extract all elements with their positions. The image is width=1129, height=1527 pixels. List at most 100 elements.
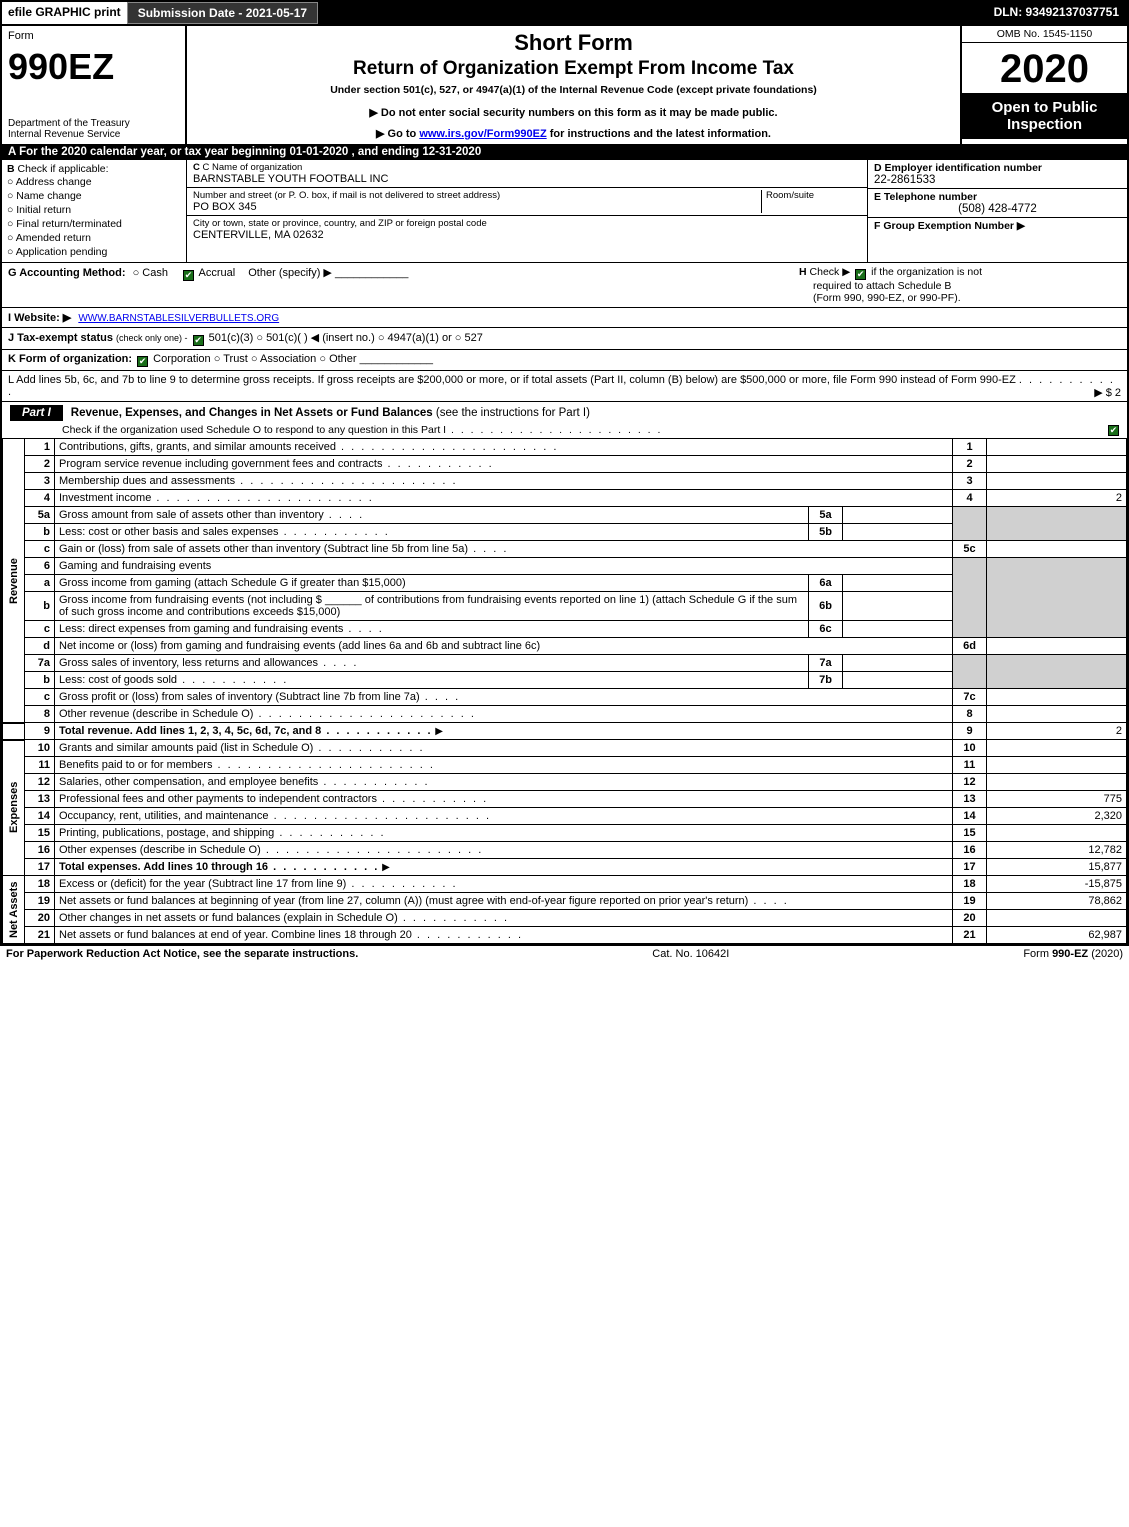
ln-11-desc: Benefits paid to or for members [59,759,435,771]
ln-14-desc: Occupancy, rent, utilities, and maintena… [59,810,491,822]
top-bar-spacer [318,2,985,24]
box-b: B Check if applicable: Address change Na… [2,160,187,262]
form-header: Form 990EZ Department of the Treasury In… [2,24,1127,144]
ln-8-no: 8 [25,706,55,723]
ln-18-no: 18 [25,876,55,893]
arrow-icon [433,725,443,737]
ln-12-no: 12 [25,774,55,791]
ln-5c-desc: Gain or (loss) from sale of assets other… [59,543,508,555]
accrual-checkbox[interactable] [183,270,194,281]
dln: DLN: 93492137037751 [986,2,1127,24]
shade-6-val [987,558,1127,638]
form-990ez: efile GRAPHIC print Submission Date - 20… [0,0,1129,946]
ln-2-lab: 2 [953,456,987,473]
ssn-warning: ▶ Do not enter social security numbers o… [191,106,956,119]
ln-16-no: 16 [25,842,55,859]
h-line1b: if the organization is not [871,266,982,278]
chk-amended-return[interactable]: Amended return [7,231,181,245]
chk-name-change[interactable]: Name change [7,189,181,203]
ln-16-lab: 16 [953,842,987,859]
ln-7b-desc: Less: cost of goods sold [59,674,288,686]
h-line2: required to attach Schedule B [799,280,951,292]
ln-7c-val [987,689,1127,706]
ln-5a-ival [843,507,953,524]
ln-9-lab: 9 [953,723,987,740]
line-l: L Add lines 5b, 6c, and 7b to line 9 to … [2,371,1127,402]
chk-application-pending[interactable]: Application pending [7,245,181,259]
shade-5-val [987,507,1127,541]
ln-19-desc: Net assets or fund balances at beginning… [59,895,789,907]
ln-15-val [987,825,1127,842]
ln-3-val [987,473,1127,490]
k-opt3: Association [260,353,316,365]
ln-20-lab: 20 [953,910,987,927]
ln-11-no: 11 [25,757,55,774]
ln-10-no: 10 [25,740,55,757]
ln-18-desc: Excess or (deficit) for the year (Subtra… [59,878,458,890]
ln-6d-no: d [25,638,55,655]
g-cash[interactable]: ○ Cash [133,267,168,279]
k-corp-checkbox[interactable] [137,356,148,367]
chk-final-return[interactable]: Final return/terminated [7,217,181,231]
title-short-form: Short Form [191,30,956,56]
j-501c3-checkbox[interactable] [193,335,204,346]
footer-form-ref: Form 990-EZ (2020) [1023,948,1123,960]
ln-21-no: 21 [25,927,55,944]
ln-8-lab: 8 [953,706,987,723]
l-text: L Add lines 5b, 6c, and 7b to line 9 to … [8,374,1016,386]
website-link[interactable]: WWW.BARNSTABLESILVERBULLETS.ORG [78,313,279,324]
header-center: Short Form Return of Organization Exempt… [187,26,962,144]
k-label: K Form of organization: [8,353,132,365]
box-b-lead: Check if applicable: [18,163,109,175]
ln-4-val: 2 [987,490,1127,507]
ln-13-lab: 13 [953,791,987,808]
tax-year: 2020 [962,43,1127,93]
ln-1-desc: Contributions, gifts, grants, and simila… [59,441,558,453]
ln-6-desc: Gaming and fundraising events [55,558,953,575]
ln-1-lab: 1 [953,439,987,456]
ln-9-no: 9 [25,723,55,740]
ln-3-lab: 3 [953,473,987,490]
box-c-letter: C [193,162,200,173]
schedule-o-checkbox[interactable] [1108,425,1119,436]
omb-number: OMB No. 1545-1150 [962,26,1127,43]
ln-13-val: 775 [987,791,1127,808]
top-bar: efile GRAPHIC print Submission Date - 20… [2,2,1127,24]
h-checkbox[interactable] [855,269,866,280]
chk-address-change[interactable]: Address change [7,175,181,189]
ln-8-desc: Other revenue (describe in Schedule O) [59,708,476,720]
ln-7b-ival [843,672,953,689]
ln-2-val [987,456,1127,473]
irs-name: Internal Revenue Service [8,129,120,140]
ln-5c-val [987,541,1127,558]
ln-14-no: 14 [25,808,55,825]
ln-13-desc: Professional fees and other payments to … [59,793,488,805]
efile-label: efile GRAPHIC print [2,2,127,24]
ln-20-desc: Other changes in net assets or fund bala… [59,912,509,924]
ln-4-lab: 4 [953,490,987,507]
link-post: for instructions and the latest informat… [550,128,771,140]
public-inspection: Open to Public Inspection [962,93,1127,139]
ln-20-no: 20 [25,910,55,927]
ln-6b-ilab: 6b [809,592,843,621]
box-e-label: E Telephone number [874,191,977,203]
g-other[interactable]: Other (specify) ▶ ____________ [248,267,408,279]
ln-7b-ilab: 7b [809,672,843,689]
ln-6a-ival [843,575,953,592]
subtitle-section: Under section 501(c), 527, or 4947(a)(1)… [191,84,956,96]
expenses-section-label: Expenses [3,740,25,876]
l-amount: ▶ $ 2 [1094,386,1121,399]
g-accrual[interactable]: Accrual [181,267,235,279]
line-j: J Tax-exempt status (check only one) - 5… [2,328,1127,350]
line-g-h: G Accounting Method: ○ Cash Accrual Othe… [2,263,1127,307]
ln-8-val [987,706,1127,723]
ln-21-lab: 21 [953,927,987,944]
header-left: Form 990EZ Department of the Treasury In… [2,26,187,144]
ln-2-no: 2 [25,456,55,473]
link-url[interactable]: www.irs.gov/Form990EZ [419,128,546,140]
ln-6d-val [987,638,1127,655]
chk-initial-return[interactable]: Initial return [7,203,181,217]
ln-13-no: 13 [25,791,55,808]
ln-5a-ilab: 5a [809,507,843,524]
ln-3-no: 3 [25,473,55,490]
